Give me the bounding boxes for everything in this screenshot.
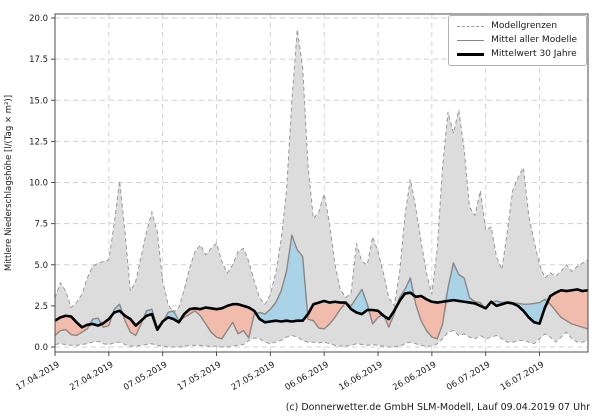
legend-label: Mittel aller Modelle — [491, 35, 577, 45]
y-tick-label: 7.5 — [34, 220, 48, 230]
legend-item-modellgrenzen: Modellgrenzen — [457, 21, 577, 31]
chart-lines — [54, 29, 589, 348]
x-tick-label: 06.07.2019 — [445, 360, 492, 393]
x-tick-label: 16.07.2019 — [499, 360, 546, 393]
legend-label: Mittelwert 30 Jahre — [491, 49, 577, 59]
x-tick-label: 17.05.2019 — [176, 360, 223, 393]
y-tick-label: 12.5 — [29, 137, 48, 147]
chart-fills — [55, 29, 588, 347]
y-axis-title: Mittlere Niederschlagshöhe [l/(Tag × m²)… — [4, 95, 14, 271]
thick-line-icon — [457, 52, 485, 56]
legend-item-mittel-aller-modelle: Mittel aller Modelle — [457, 35, 577, 45]
x-tick-label: 06.06.2019 — [284, 360, 331, 393]
x-tick-label: 27.05.2019 — [230, 360, 277, 393]
x-tick-label: 26.06.2019 — [391, 360, 438, 393]
y-tick-label: 2.5 — [34, 302, 48, 312]
legend: Modellgrenzen Mittel aller Modelle Mitte… — [448, 15, 587, 66]
dashed-line-icon — [457, 25, 485, 27]
x-tick-label: 17.04.2019 — [14, 360, 61, 393]
x-tick-label: 16.06.2019 — [337, 360, 384, 393]
legend-label: Modellgrenzen — [491, 21, 558, 31]
y-tick-label: 20.0 — [29, 14, 48, 24]
y-tick-label: 0.0 — [34, 343, 48, 353]
copyright-note: (c) Donnerwetter.de GmbH SLM-Modell, Lau… — [285, 402, 590, 413]
x-tick-label: 07.05.2019 — [122, 360, 169, 393]
solid-line-icon — [457, 39, 485, 41]
y-tick-label: 5.0 — [34, 261, 48, 271]
legend-item-mittelwert-30-jahre: Mittelwert 30 Jahre — [457, 49, 577, 59]
y-tick-label: 15.0 — [29, 96, 48, 106]
y-tick-label: 17.5 — [29, 55, 48, 65]
y-tick-label: 10.0 — [29, 179, 48, 189]
x-tick-label: 27.04.2019 — [68, 360, 115, 393]
